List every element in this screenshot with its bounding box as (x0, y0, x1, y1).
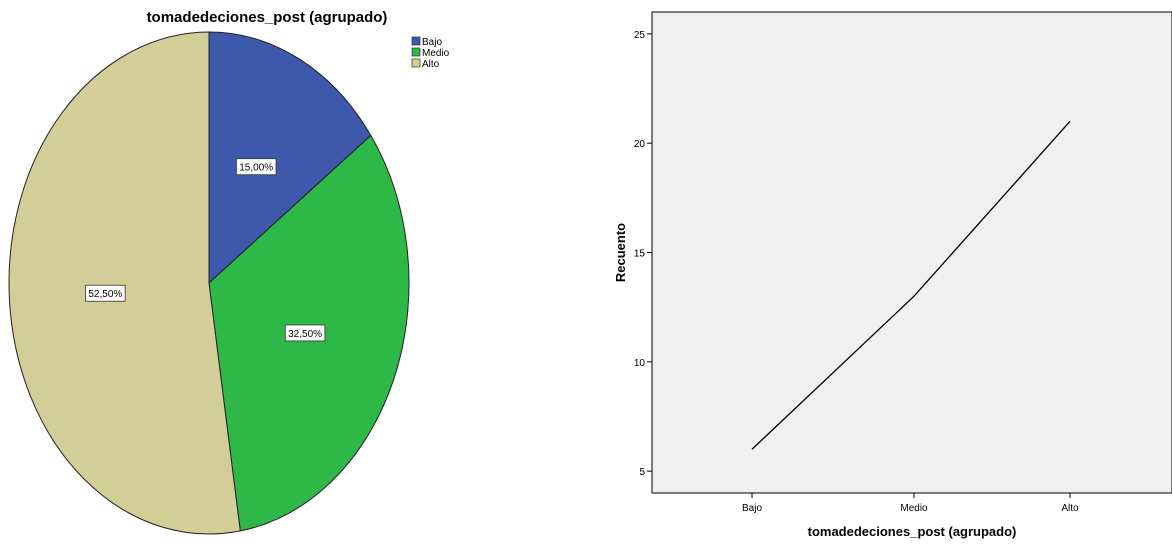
y-axis: 5 10 15 20 25 (634, 30, 652, 478)
x-axis: Bajo Medio Alto (742, 493, 1079, 514)
y-tick-label: 15 (634, 249, 646, 260)
svg-text:Alto: Alto (422, 59, 440, 70)
svg-text:Medio: Medio (422, 48, 450, 59)
legend-item-bajo: Bajo (411, 36, 442, 48)
y-axis-title: Recuento (613, 223, 628, 282)
svg-text:15,00%: 15,00% (239, 163, 273, 174)
pie-slice-labels: 15,00% 32,50% 52,50% (85, 158, 326, 342)
x-tick-label-bajo: Bajo (742, 503, 762, 514)
pie-slice-label-medio: 32,50% (284, 324, 326, 342)
line-series-recuento (751, 120, 1071, 450)
x-axis-title: tomadedeciones_post (agrupado) (808, 524, 1017, 539)
x-tick-label-alto: Alto (1061, 503, 1079, 514)
legend-item-alto: Alto (411, 58, 440, 70)
legend-item-medio: Medio (411, 47, 450, 59)
pie-slice-label-alto: 52,50% (85, 284, 126, 302)
y-tick-label: 25 (634, 30, 646, 41)
pie-slice-bajo (208, 31, 372, 285)
y-tick-label: 20 (634, 139, 646, 150)
y-tick-label: 10 (634, 358, 646, 369)
pie-slice-alto (8, 31, 241, 535)
pie-chart-title: tomadedeciones_post (agrupado) (147, 9, 388, 26)
pie-slice-label-bajo: 15,00% (236, 158, 277, 176)
x-tick-label-medio: Medio (900, 503, 928, 514)
svg-text:52,50%: 52,50% (88, 289, 122, 300)
y-tick-label: 5 (639, 467, 645, 478)
svg-text:32,50%: 32,50% (288, 329, 322, 340)
line-plot-area (651, 11, 1172, 494)
pie-chart: tomadedeciones_post (agrupado) 15,00% 32,… (8, 9, 450, 535)
svg-text:Bajo: Bajo (422, 37, 442, 48)
